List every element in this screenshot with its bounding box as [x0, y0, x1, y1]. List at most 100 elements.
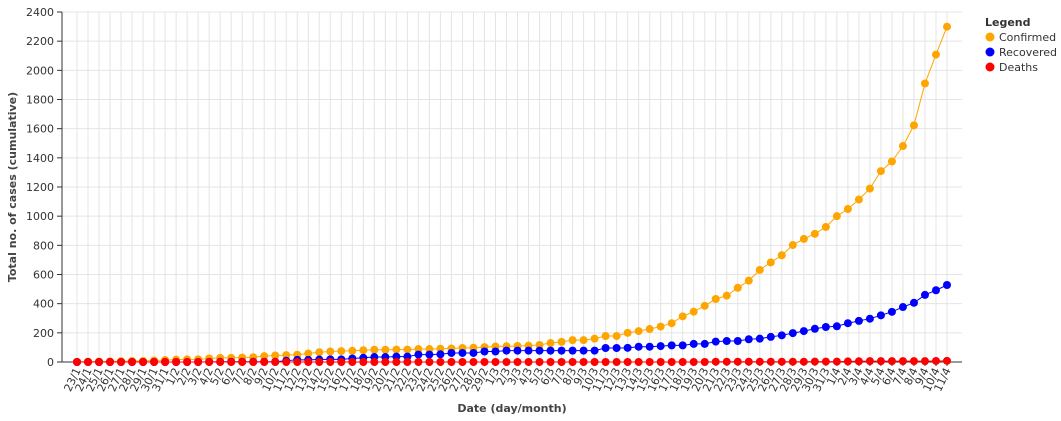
- data-point: [744, 276, 753, 285]
- data-point: [788, 357, 797, 366]
- data-point: [326, 347, 335, 356]
- data-point: [370, 345, 379, 354]
- data-point: [546, 346, 555, 355]
- legend-marker: [985, 62, 995, 72]
- legend-marker: [985, 47, 995, 57]
- data-point: [260, 358, 269, 366]
- series-line: [77, 284, 948, 363]
- data-point: [667, 341, 676, 350]
- data-point: [887, 157, 896, 166]
- data-point: [876, 357, 885, 366]
- legend-label: Deaths: [999, 61, 1038, 74]
- data-point: [843, 205, 852, 214]
- legend-title: Legend: [985, 16, 1031, 29]
- data-point: [645, 325, 654, 334]
- data-point: [304, 349, 313, 358]
- data-point: [326, 358, 335, 366]
- data-point: [777, 251, 786, 260]
- data-point: [469, 348, 478, 357]
- series-line: [76, 26, 948, 363]
- data-point: [73, 358, 81, 366]
- data-point: [656, 322, 665, 331]
- data-point: [524, 346, 533, 355]
- data-point: [249, 358, 258, 366]
- data-point: [843, 319, 852, 328]
- data-point: [227, 358, 236, 366]
- data-point: [359, 346, 368, 355]
- y-tick-label: 2400: [26, 6, 54, 19]
- data-point: [931, 356, 940, 365]
- data-point: [183, 358, 192, 366]
- data-point: [909, 357, 918, 366]
- data-point: [909, 121, 918, 130]
- data-point: [689, 358, 698, 366]
- data-point: [436, 344, 445, 353]
- data-point: [711, 357, 720, 366]
- data-point: [491, 347, 500, 356]
- data-point: [733, 283, 742, 292]
- data-point: [854, 357, 863, 366]
- data-point: [425, 358, 434, 366]
- data-point: [766, 332, 775, 341]
- data-point: [370, 358, 379, 366]
- data-point: [601, 344, 610, 352]
- legend-label: Confirmed: [999, 31, 1056, 44]
- data-point: [238, 358, 247, 366]
- y-tick-label: 2000: [26, 64, 54, 77]
- data-point: [755, 334, 764, 343]
- data-point: [139, 358, 148, 366]
- data-point: [579, 358, 588, 366]
- data-point: [590, 346, 599, 355]
- data-point: [689, 307, 698, 316]
- data-point: [920, 357, 929, 366]
- data-point: [458, 358, 467, 366]
- data-point: [95, 358, 104, 366]
- data-point: [810, 229, 819, 238]
- data-point: [502, 358, 511, 366]
- data-point: [656, 358, 665, 366]
- data-point: [766, 357, 775, 366]
- data-point: [161, 358, 170, 366]
- data-point: [128, 358, 137, 366]
- data-point: [568, 346, 577, 355]
- data-point: [612, 344, 621, 352]
- data-point: [425, 345, 434, 354]
- data-point: [568, 358, 577, 366]
- data-point: [865, 184, 874, 193]
- data-point: [722, 291, 731, 300]
- data-point: [678, 312, 687, 321]
- data-point: [436, 358, 445, 366]
- data-point: [733, 337, 742, 345]
- data-point: [898, 303, 907, 312]
- data-point: [865, 314, 874, 323]
- data-point: [667, 319, 676, 328]
- data-point: [535, 358, 544, 366]
- data-point: [535, 346, 544, 355]
- data-point: [590, 334, 599, 343]
- data-point: [799, 357, 808, 366]
- data-point: [854, 195, 863, 204]
- data-point: [821, 357, 830, 366]
- data-point: [777, 331, 786, 340]
- data-point: [943, 356, 951, 365]
- y-tick-label: 1000: [26, 210, 54, 223]
- data-point: [931, 50, 940, 59]
- y-tick-label: 0: [47, 356, 54, 369]
- data-point: [172, 358, 181, 366]
- data-point: [898, 357, 907, 366]
- data-point: [678, 341, 687, 350]
- data-point: [612, 358, 621, 366]
- data-point: [579, 336, 588, 345]
- data-point: [271, 358, 280, 366]
- data-point: [755, 265, 764, 274]
- data-point: [414, 358, 423, 366]
- data-point: [359, 358, 368, 366]
- y-tick-label: 1600: [26, 123, 54, 136]
- data-point: [535, 340, 544, 349]
- data-point: [799, 327, 808, 336]
- data-point: [117, 358, 126, 366]
- data-point: [722, 357, 731, 366]
- data-point: [843, 357, 852, 366]
- data-point: [282, 351, 291, 360]
- data-point: [700, 358, 709, 366]
